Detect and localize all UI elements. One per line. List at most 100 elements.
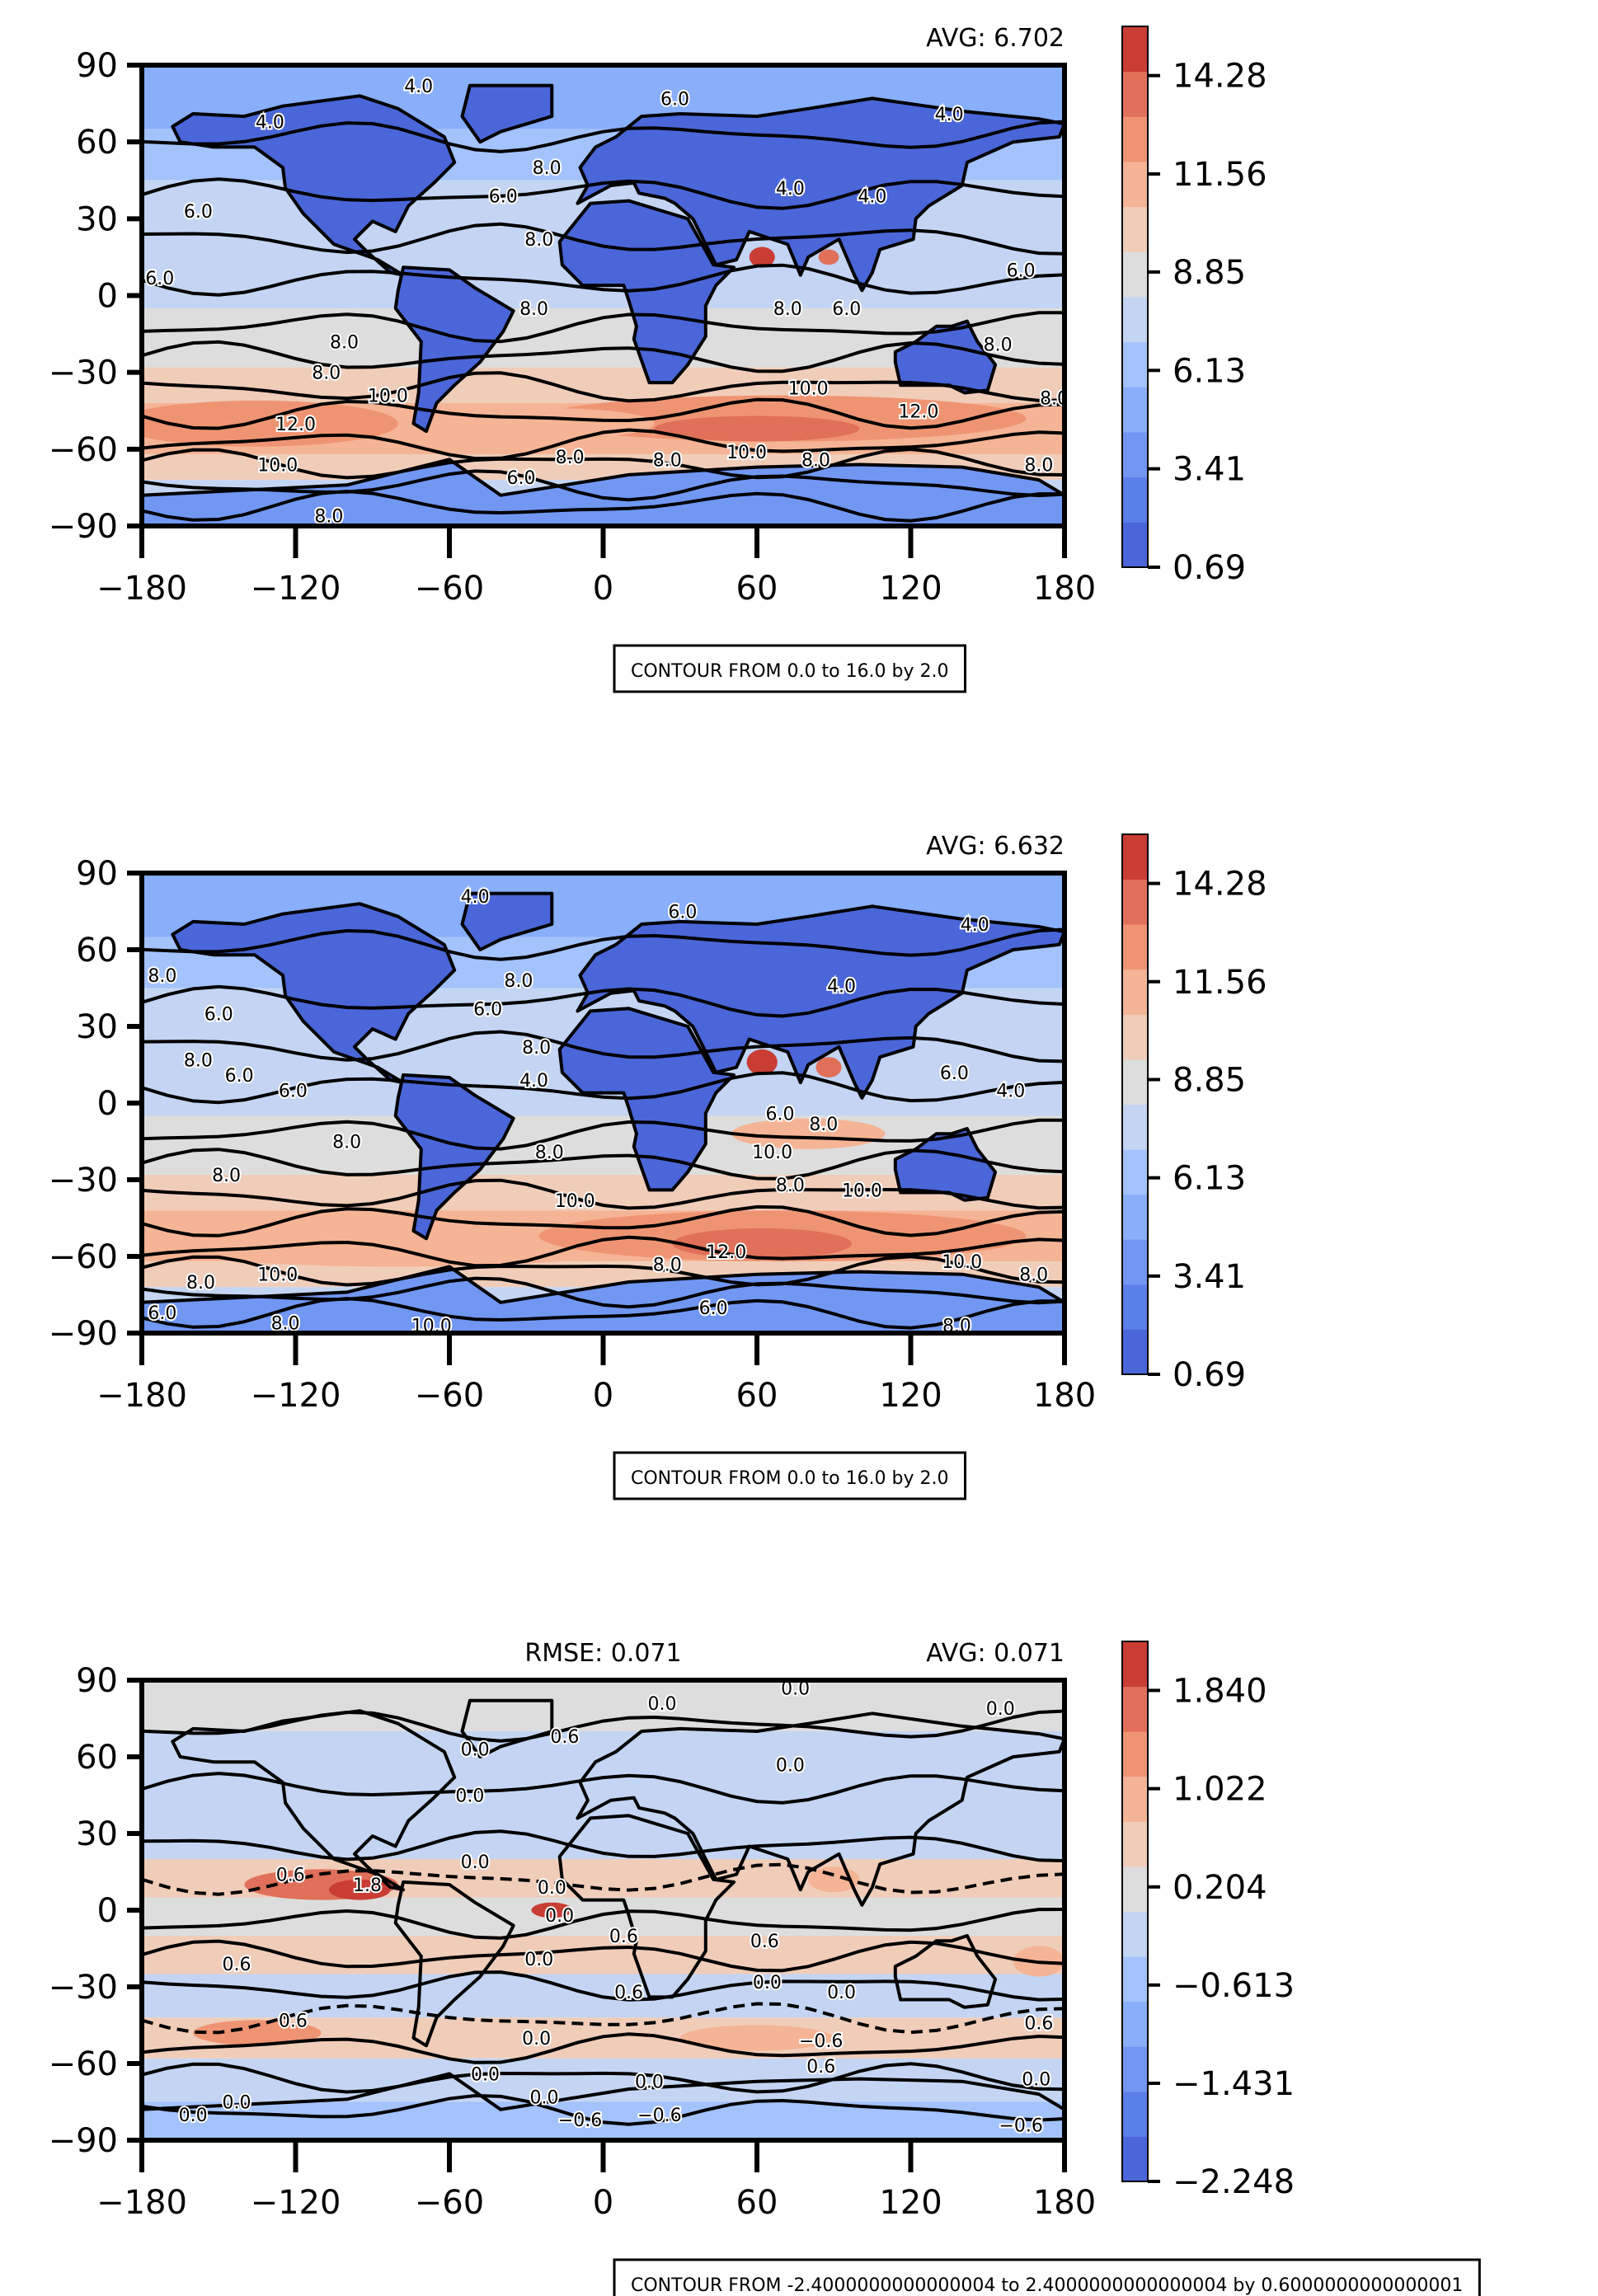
- contour-label: 8.0: [653, 450, 682, 471]
- contour-label: 10.0: [411, 1317, 452, 1337]
- x-tick-label: −120: [251, 2184, 341, 2222]
- contour-label: 0.0: [522, 2029, 551, 2049]
- background-band: [142, 1680, 1065, 1731]
- contour-line: [142, 1709, 1065, 1743]
- contour-label: 0.0: [455, 1787, 484, 1807]
- contour-label: 4.0: [935, 105, 964, 125]
- colorbar-segment: [1122, 251, 1148, 298]
- colorbar-segment: [1122, 432, 1148, 478]
- contour-label: 4.0: [519, 1071, 548, 1092]
- contour-label: 8.0: [809, 1115, 838, 1135]
- contour-line: [142, 2093, 1065, 2126]
- contour-line: [142, 222, 1065, 256]
- colorbar-tick-label: 6.13: [1173, 1160, 1246, 1198]
- x-tick-label: 180: [1033, 2184, 1096, 2222]
- colorbar-segment: [1122, 1821, 1148, 1867]
- continent-outline: [557, 1814, 736, 1999]
- warm-anomaly: [654, 416, 860, 442]
- colorbar-segment: [1122, 879, 1148, 925]
- contour-line: [142, 1178, 1065, 1210]
- warm-anomaly: [672, 1228, 853, 1260]
- colorbar-segment: [1122, 1641, 1148, 1688]
- contour-line: [142, 263, 1065, 297]
- colorbar-tick-label: 1.840: [1173, 1672, 1267, 1710]
- contour-label: 0.0: [524, 1950, 553, 1970]
- colorbar-tick-label: 0.69: [1173, 549, 1246, 587]
- map-area: 0.0 0.0 0.0 0.6 0.0 0.0 0.0 0.0 0.6 1.8 0.0 0.0 0.0 0…: [142, 1680, 1065, 2140]
- contour-line: [142, 1908, 1065, 1940]
- contour-label: 8.0: [533, 158, 562, 179]
- contour-line: [142, 1071, 1065, 1105]
- contour-label: 6.0: [473, 999, 502, 1020]
- contour-label: 8.0: [653, 1255, 682, 1275]
- contour-label: 8.0: [330, 332, 359, 353]
- contour-note: CONTOUR FROM 0.0 to 16.0 by 2.0: [631, 661, 949, 682]
- y-tick-label: −60: [49, 2045, 118, 2083]
- contour-label: 6.0: [765, 1104, 794, 1125]
- contour-label: 6.0: [489, 186, 518, 207]
- contour-label: 8.0: [984, 336, 1013, 356]
- contour-label: 8.0: [271, 1314, 300, 1335]
- colorbar-tick-label: 1.022: [1173, 1771, 1267, 1809]
- contour-label: 0.0: [545, 1906, 574, 1927]
- colorbar-segment: [1122, 1866, 1148, 1912]
- y-tick-label: 60: [76, 124, 118, 162]
- colorbar-tick-label: 8.85: [1173, 1061, 1246, 1099]
- contour-label: 0.6: [750, 1932, 779, 1952]
- contour-line: [142, 489, 1065, 523]
- y-tick-label: 30: [76, 200, 118, 238]
- y-tick-label: 0: [97, 1892, 118, 1930]
- warm-anomaly: [142, 1220, 655, 1267]
- rmse-label: RMSE: 0.071: [524, 1639, 681, 1668]
- colorbar-tick-label: −2.248: [1173, 2163, 1295, 2201]
- warm-anomaly: [531, 1902, 573, 1918]
- warm-anomaly: [749, 247, 775, 268]
- contour-line: [142, 1276, 1065, 1309]
- colorbar-tick-label: −1.431: [1173, 2065, 1295, 2103]
- colorbar-tick-label: 0.69: [1173, 1356, 1246, 1394]
- contour-label: 0.6: [614, 1983, 643, 2003]
- x-tick-label: 0: [593, 570, 613, 608]
- colorbar-segment: [1122, 297, 1148, 343]
- contour-label: 0.6: [279, 2011, 308, 2031]
- contour-line: [142, 2032, 1065, 2064]
- contour-line: [142, 1030, 1065, 1063]
- y-tick-label: 90: [76, 855, 118, 893]
- colorbar-segment: [1122, 1149, 1148, 1195]
- contour-label: 0.0: [461, 1740, 490, 1761]
- contour-label: 0.0: [461, 1852, 490, 1873]
- colorbar-segment: [1122, 1911, 1148, 1957]
- x-tick-label: 120: [879, 2184, 942, 2222]
- contour-label: 6.0: [1007, 261, 1036, 281]
- colorbar-segment: [1122, 522, 1148, 568]
- contour-label: 4.0: [961, 915, 989, 936]
- contour-label: 6.0: [279, 1082, 308, 1102]
- x-tick-label: 120: [879, 1377, 942, 1415]
- contour-label: 6.0: [699, 1298, 728, 1319]
- contour-label: 8.0: [524, 230, 553, 251]
- contour-label: 6.0: [145, 269, 174, 289]
- continent-outline: [893, 319, 998, 395]
- contour-label: 4.0: [776, 179, 805, 200]
- contour-line: [142, 984, 1065, 1018]
- continent-outline: [142, 458, 1065, 526]
- continent-outline: [393, 265, 515, 434]
- x-tick-label: 0: [593, 1377, 613, 1415]
- colorbar-segment: [1122, 924, 1148, 970]
- warm-anomaly: [731, 1118, 886, 1149]
- contour-label: −0.6: [999, 2115, 1042, 2136]
- colorbar-segment: [1122, 1284, 1148, 1330]
- x-tick-label: −120: [251, 570, 341, 608]
- contour-label: 12.0: [275, 415, 316, 435]
- contour-label: 0.0: [538, 1878, 566, 1899]
- contour-label: 8.0: [148, 966, 176, 987]
- continent-outline: [460, 891, 554, 951]
- colorbar-segment: [1122, 1731, 1148, 1777]
- continent-outline: [460, 83, 554, 144]
- contour-label: 10.0: [788, 378, 829, 399]
- contour-label: 0.6: [550, 1727, 579, 1748]
- x-tick-label: −180: [96, 1377, 187, 1415]
- contour-label: 6.0: [940, 1063, 969, 1084]
- x-tick-label: 60: [736, 570, 778, 608]
